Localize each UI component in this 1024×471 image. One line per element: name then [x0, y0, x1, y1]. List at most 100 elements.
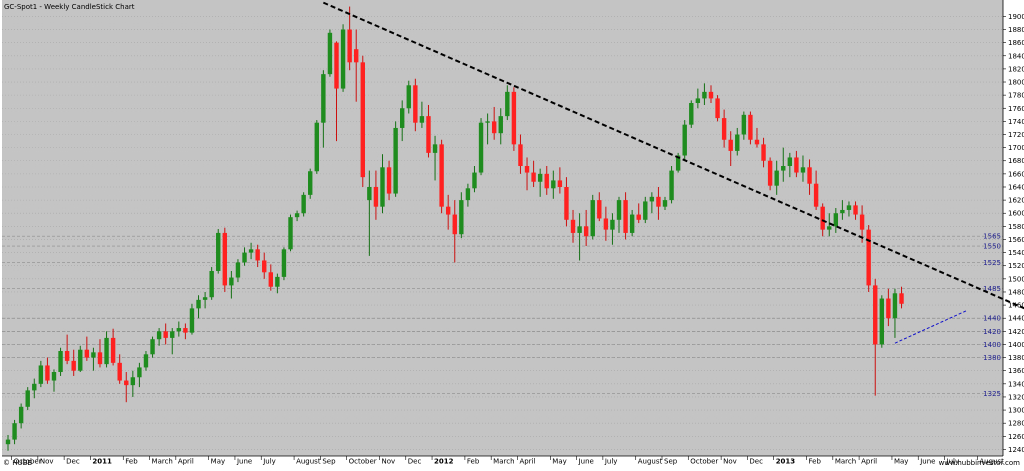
candle-body: [334, 42, 339, 89]
candle-body: [445, 206, 451, 215]
candle-body: [248, 249, 254, 253]
candle-body: [5, 439, 11, 445]
candles: [5, 6, 904, 451]
x-tick-label: Feb: [467, 458, 480, 466]
candle-body: [728, 139, 733, 151]
candle-body: [64, 351, 70, 361]
candle-body: [439, 144, 444, 207]
candle-body: [748, 114, 753, 140]
support-trendline: [894, 309, 968, 344]
y-tick-label: 1560: [1008, 236, 1024, 244]
candle-body: [531, 172, 536, 182]
candle-body: [833, 213, 839, 227]
x-tick-label: Sep: [664, 458, 678, 466]
candle-body: [892, 293, 898, 319]
candle-body: [465, 188, 471, 201]
candle-body: [524, 165, 530, 173]
candle-body: [669, 170, 674, 201]
candle-body: [163, 331, 168, 338]
candle-body: [426, 116, 431, 153]
candle-body: [202, 297, 208, 300]
x-tick-label: Feb: [125, 458, 138, 466]
candle-body: [537, 173, 543, 182]
x-tick-label: October: [349, 458, 377, 466]
candle-body: [866, 229, 871, 286]
candle-body: [794, 157, 799, 173]
candle-body: [45, 365, 50, 381]
candle-body: [18, 406, 24, 424]
candle-body: [104, 337, 109, 365]
x-tick-label: Nov: [381, 458, 395, 466]
candle-body: [597, 200, 602, 219]
x-tick-label: August: [979, 458, 1004, 466]
candle-body: [97, 352, 103, 365]
candle-body: [216, 232, 221, 271]
y-tick-label: 1520: [1008, 262, 1024, 270]
candle-body: [321, 74, 326, 123]
y-tick-label: 1700: [1008, 144, 1024, 152]
candle-body: [308, 171, 313, 195]
y-tick-label: 1580: [1008, 223, 1024, 231]
x-tick-label: June: [919, 458, 935, 466]
candle-body: [380, 167, 385, 207]
candle-body: [557, 180, 563, 187]
candle-body: [419, 116, 425, 123]
candle-body: [807, 167, 812, 184]
x-tick-label: May: [894, 458, 908, 466]
candle-body: [629, 214, 635, 233]
candle-body: [71, 360, 76, 371]
y-tick-label: 1660: [1008, 170, 1024, 178]
y-tick-label: 1720: [1008, 131, 1024, 139]
candle-body: [347, 29, 352, 63]
y-tick-label: 1640: [1008, 183, 1024, 191]
y-tick-label: 1800: [1008, 79, 1024, 87]
candle-body: [354, 49, 359, 63]
candle-body: [564, 186, 569, 220]
candle-body: [879, 298, 885, 345]
candle-body: [432, 144, 438, 153]
candle-body: [846, 205, 852, 210]
candle-body: [886, 298, 891, 319]
y-tick-label: 1860: [1008, 39, 1024, 47]
candle-body: [616, 200, 622, 220]
candle-body: [386, 167, 392, 194]
grid-lines: [2, 16, 1003, 450]
footer-copyright: © HUBB: [3, 459, 32, 467]
y-tick-label: 1340: [1008, 380, 1024, 388]
candle-body: [899, 293, 904, 304]
candle-body: [314, 122, 319, 172]
x-tick-label: July: [262, 458, 276, 466]
candle-body: [189, 308, 195, 333]
candle-body: [78, 349, 83, 371]
candle-body: [800, 167, 806, 173]
x-tick-label: March: [493, 458, 514, 466]
candle-body: [491, 121, 497, 134]
y-tick-label: 1260: [1008, 433, 1024, 441]
candle-body: [183, 328, 188, 333]
candle-body: [51, 372, 57, 381]
y-tick-label: 1880: [1008, 26, 1024, 34]
candle-body: [156, 331, 162, 340]
x-tick-label: August: [638, 458, 663, 466]
candle-body: [721, 118, 727, 140]
candle-body: [774, 170, 779, 186]
x-tick-label: Nov: [723, 458, 737, 466]
candle-body: [767, 160, 773, 186]
candle-body: [255, 249, 260, 261]
candle-body: [741, 114, 747, 135]
level-label: 1485: [983, 285, 1001, 293]
chart-title: GC-Spot1 - Weekly CandleStick Chart: [4, 3, 135, 11]
candle-body: [715, 98, 720, 119]
y-tick-label: 1840: [1008, 52, 1024, 60]
x-tick-label: Dec: [749, 458, 763, 466]
candle-body: [551, 180, 556, 189]
x-tick-label: July: [604, 458, 618, 466]
y-tick-label: 1360: [1008, 367, 1024, 375]
candle-body: [478, 122, 484, 173]
candle-body: [544, 173, 549, 189]
candle-body: [117, 362, 122, 381]
x-tick-label: June: [578, 458, 594, 466]
candle-body: [498, 116, 503, 134]
